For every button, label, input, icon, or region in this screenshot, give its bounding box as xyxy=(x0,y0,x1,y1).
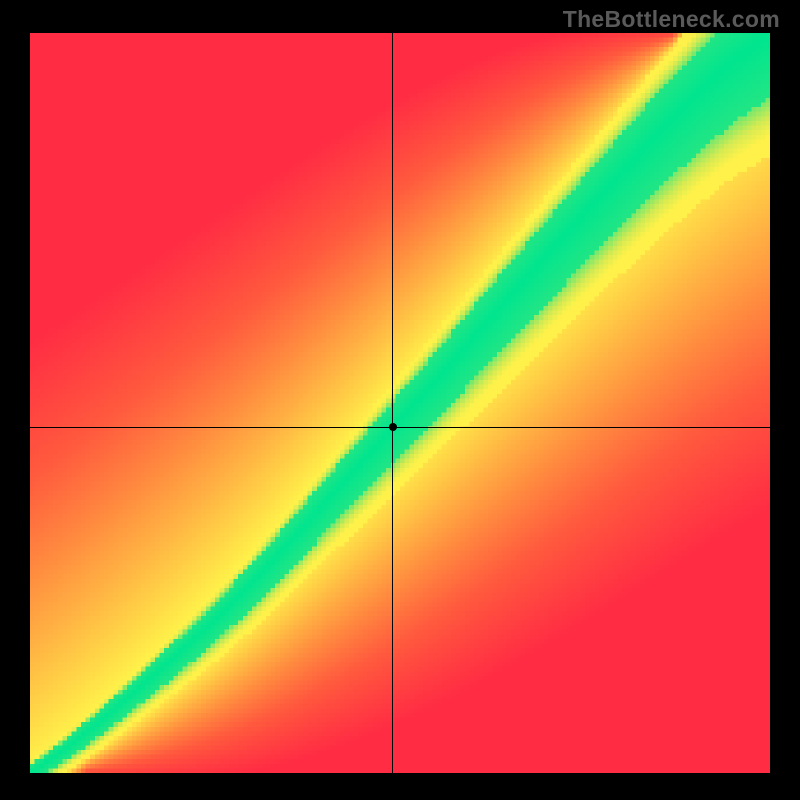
chart-container: { "watermark": { "text": "TheBottleneck.… xyxy=(0,0,800,800)
crosshair-dot xyxy=(389,423,397,431)
watermark-text: TheBottleneck.com xyxy=(563,6,780,33)
crosshair-horizontal xyxy=(30,427,770,428)
crosshair-vertical xyxy=(392,33,393,773)
heatmap-canvas xyxy=(30,33,770,773)
